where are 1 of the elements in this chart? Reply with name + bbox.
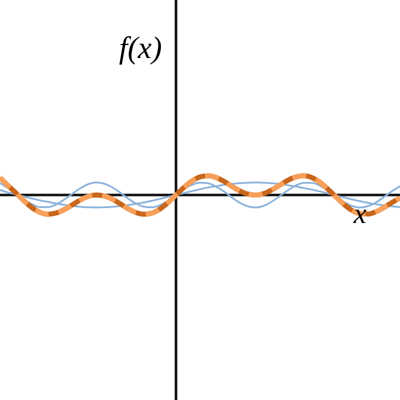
- y-axis-title: f(x): [118, 30, 162, 65]
